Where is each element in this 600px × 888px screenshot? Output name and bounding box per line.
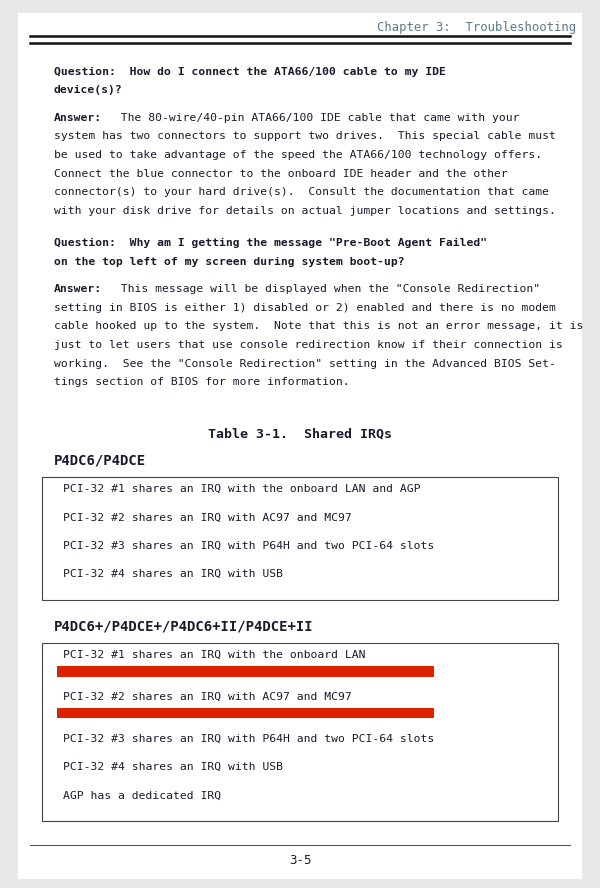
Text: with your disk drive for details on actual jumper locations and settings.: with your disk drive for details on actu… — [54, 206, 556, 216]
Text: Chapter 3:  Troubleshooting: Chapter 3: Troubleshooting — [377, 21, 576, 35]
Text: working.  See the "Console Redirection" setting in the Advanced BIOS Set-: working. See the "Console Redirection" s… — [54, 359, 556, 369]
Text: Question:  How do I connect the ATA66/100 cable to my IDE: Question: How do I connect the ATA66/100… — [54, 67, 446, 76]
FancyBboxPatch shape — [42, 643, 558, 821]
Text: setting in BIOS is either 1) disabled or 2) enabled and there is no modem: setting in BIOS is either 1) disabled or… — [54, 303, 556, 313]
Text: connector(s) to your hard drive(s).  Consult the documentation that came: connector(s) to your hard drive(s). Cons… — [54, 187, 549, 197]
FancyBboxPatch shape — [57, 666, 434, 677]
Text: AGP has a dedicated IRQ: AGP has a dedicated IRQ — [63, 790, 221, 800]
Text: Question:  Why am I getting the message "Pre-Boot Agent Failed": Question: Why am I getting the message "… — [54, 238, 487, 248]
Text: PCI-32 #2 shares an IRQ with AC97 and MC97: PCI-32 #2 shares an IRQ with AC97 and MC… — [63, 512, 352, 522]
Text: cable hooked up to the system.  Note that this is not an error message, it is: cable hooked up to the system. Note that… — [54, 321, 583, 331]
Text: on the top left of my screen during system boot-up?: on the top left of my screen during syst… — [54, 257, 404, 266]
Text: Connect the blue connector to the onboard IDE header and the other: Connect the blue connector to the onboar… — [54, 169, 508, 178]
Text: device(s)?: device(s)? — [54, 85, 123, 95]
Text: PCI-32 #3 shares an IRQ with P64H and two PCI-64 slots: PCI-32 #3 shares an IRQ with P64H and tw… — [63, 733, 434, 743]
Text: PCI-32 #3 shares an IRQ with P64H and two PCI-64 slots: PCI-32 #3 shares an IRQ with P64H and tw… — [63, 541, 434, 551]
Text: Table 3-1.  Shared IRQs: Table 3-1. Shared IRQs — [208, 427, 392, 440]
Text: Answer:: Answer: — [54, 284, 102, 294]
FancyBboxPatch shape — [57, 708, 434, 718]
Text: Answer:: Answer: — [54, 113, 102, 123]
Text: just to let users that use console redirection know if their connection is: just to let users that use console redir… — [54, 340, 563, 350]
Text: The 80-wire/40-pin ATA66/100 IDE cable that came with your: The 80-wire/40-pin ATA66/100 IDE cable t… — [107, 113, 519, 123]
Text: PCI-32 #1 shares an IRQ with the onboard LAN and AGP: PCI-32 #1 shares an IRQ with the onboard… — [63, 484, 421, 494]
Text: be used to take advantage of the speed the ATA66/100 technology offers.: be used to take advantage of the speed t… — [54, 150, 542, 160]
Text: P4DC6/P4DCE: P4DC6/P4DCE — [54, 454, 146, 468]
FancyBboxPatch shape — [42, 477, 558, 600]
Text: This message will be displayed when the "Console Redirection": This message will be displayed when the … — [107, 284, 540, 294]
Text: PCI-32 #1 shares an IRQ with the onboard LAN: PCI-32 #1 shares an IRQ with the onboard… — [63, 650, 365, 660]
Text: PCI-32 #2 shares an IRQ with AC97 and MC97: PCI-32 #2 shares an IRQ with AC97 and MC… — [63, 692, 352, 702]
Text: PCI-32 #4 shares an IRQ with USB: PCI-32 #4 shares an IRQ with USB — [63, 762, 283, 772]
Text: system has two connectors to support two drives.  This special cable must: system has two connectors to support two… — [54, 131, 556, 141]
Text: tings section of BIOS for more information.: tings section of BIOS for more informati… — [54, 377, 350, 387]
Text: P4DC6+/P4DCE+/P4DC6+II/P4DCE+II: P4DC6+/P4DCE+/P4DC6+II/P4DCE+II — [54, 620, 314, 634]
Text: PCI-32 #4 shares an IRQ with USB: PCI-32 #4 shares an IRQ with USB — [63, 569, 283, 579]
Text: 3-5: 3-5 — [289, 854, 311, 868]
